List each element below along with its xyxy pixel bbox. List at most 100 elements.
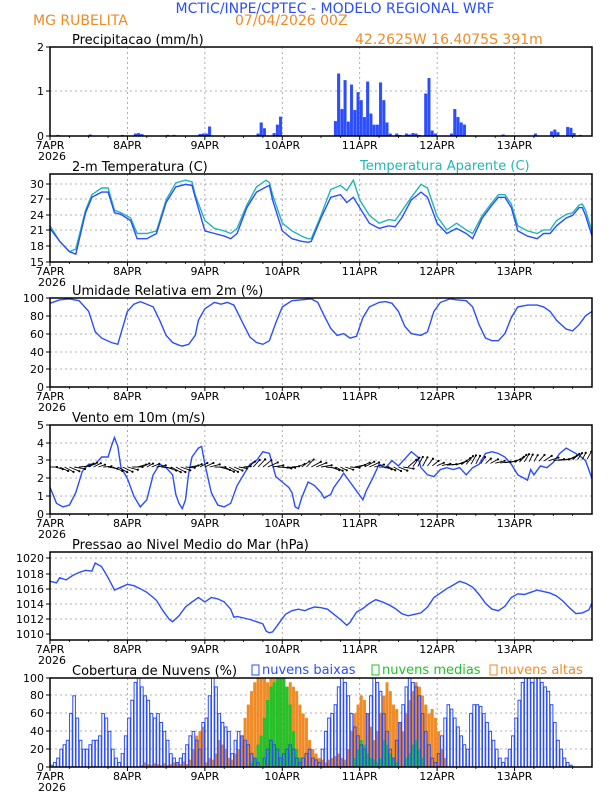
- bar: [159, 722, 164, 768]
- wind-arrow-head: [543, 453, 546, 457]
- wind-arrow: [238, 466, 247, 469]
- wind-arrow: [436, 462, 445, 467]
- x-tick-label: 10APR: [264, 265, 300, 278]
- bar: [385, 122, 389, 137]
- wind-arrow-head: [151, 462, 155, 465]
- bar: [91, 739, 96, 768]
- wind-arrow-head: [503, 459, 506, 462]
- wind-arrow-head: [550, 454, 553, 457]
- wind-arrow: [480, 456, 486, 465]
- wind-arrow: [364, 461, 375, 468]
- bar: [262, 128, 266, 137]
- bar: [478, 705, 483, 768]
- legend-temperatura-aparente: Temperatura Aparente (C): [359, 159, 530, 174]
- wind-arrow-head: [276, 461, 279, 464]
- wind-arrow: [209, 463, 220, 468]
- x-tick-label: 11APR: [342, 139, 378, 152]
- bar: [424, 93, 428, 137]
- bar: [340, 677, 344, 768]
- y-tick-label: 30: [30, 178, 44, 191]
- wind-arrow-head: [345, 469, 348, 472]
- wind-arrow: [398, 466, 408, 472]
- wind-arrow-head: [189, 469, 192, 472]
- wind-arrow-head: [368, 461, 371, 464]
- wind-arrow-head: [330, 464, 333, 467]
- bar: [343, 80, 347, 137]
- wind-arrow: [350, 466, 360, 469]
- series-line-2-m-Temperatura-C-: [49, 183, 593, 256]
- y-tick-label: 1: [37, 85, 44, 98]
- wind-arrow-head: [148, 462, 151, 465]
- header-run: 07/04/2026 00Z: [235, 13, 348, 29]
- bar: [65, 739, 70, 768]
- wind-arrow: [441, 463, 451, 466]
- wind-arrow: [388, 466, 396, 471]
- wind-arrow-head: [341, 469, 344, 472]
- wind-arrow: [577, 452, 583, 460]
- x-tick-label: 10APR: [264, 770, 300, 783]
- y-tick-label: 2: [37, 472, 44, 485]
- bar: [88, 744, 93, 768]
- bar: [69, 713, 73, 768]
- panel-frame: [49, 551, 593, 641]
- wind-arrows: [50, 450, 593, 474]
- bar: [520, 681, 525, 768]
- wind-arrow: [311, 461, 322, 468]
- y-tick-label: 1016: [16, 583, 44, 596]
- wind-arrow-head: [308, 460, 311, 463]
- wind-arrow: [586, 451, 592, 460]
- wind-arrow: [393, 466, 402, 472]
- wind-arrow-head: [431, 457, 435, 460]
- wind-arrow-head: [179, 471, 182, 474]
- wind-arrow: [514, 456, 524, 463]
- bar: [366, 81, 370, 137]
- wind-arrow: [330, 466, 340, 471]
- wind-arrow-head: [474, 454, 478, 457]
- wind-arrow-head: [121, 469, 124, 473]
- panel-title: Vento em 10m (m/s): [72, 411, 205, 426]
- panel-1: 0 1 2 7APR 8APR 9APR 10APR 11APR 12APR 13APR 2026 P…: [36, 33, 593, 163]
- x-tick-label: 13APR: [497, 139, 533, 152]
- panel-title: Pressao ao Nivel Medio do Mar (hPa): [72, 538, 309, 553]
- y-tick-label: 80: [30, 689, 44, 702]
- bar: [165, 739, 170, 768]
- bar: [462, 744, 467, 768]
- header-coords: 42.2625W 16.4075S 391m: [355, 32, 543, 48]
- bar: [104, 717, 109, 768]
- wind-arrow: [553, 458, 565, 462]
- bar: [327, 717, 331, 768]
- wind-arrow: [287, 466, 296, 469]
- wind-arrow-head: [218, 463, 221, 466]
- wind-arrow: [248, 461, 256, 468]
- wind-arrow-head: [131, 470, 134, 473]
- bar: [459, 735, 464, 768]
- bar: [452, 717, 457, 768]
- wind-arrow-head: [325, 461, 328, 464]
- wind-arrow-head: [212, 461, 215, 465]
- x-tick-label: 7APR: [36, 643, 65, 656]
- wind-arrow-head: [164, 464, 167, 467]
- y-tick-label: 5: [37, 419, 44, 432]
- panel-title: 2-m Temperatura (C): [72, 160, 208, 175]
- wind-arrow: [528, 454, 534, 462]
- bar: [559, 748, 564, 768]
- bar: [140, 686, 144, 768]
- x-tick-label: 11APR: [342, 390, 378, 403]
- panel-frame: [49, 46, 593, 137]
- wind-arrow-head: [67, 469, 70, 473]
- y-tick-label: 0: [37, 761, 44, 774]
- bar: [259, 735, 263, 768]
- wind-arrow: [267, 462, 278, 468]
- y-tick-label: 0: [37, 508, 44, 521]
- bar: [456, 117, 460, 137]
- bar: [120, 753, 125, 768]
- bar: [372, 124, 376, 137]
- y-tick-label: 100: [23, 672, 44, 685]
- wind-arrow: [127, 466, 138, 471]
- wind-arrow: [412, 457, 420, 467]
- wind-arrow: [422, 457, 428, 467]
- panel-title: Umidade Relativa em 2m (%): [72, 284, 263, 299]
- x-tick-label: 11APR: [342, 770, 378, 783]
- wind-arrow-head: [415, 458, 418, 461]
- bar: [127, 717, 131, 768]
